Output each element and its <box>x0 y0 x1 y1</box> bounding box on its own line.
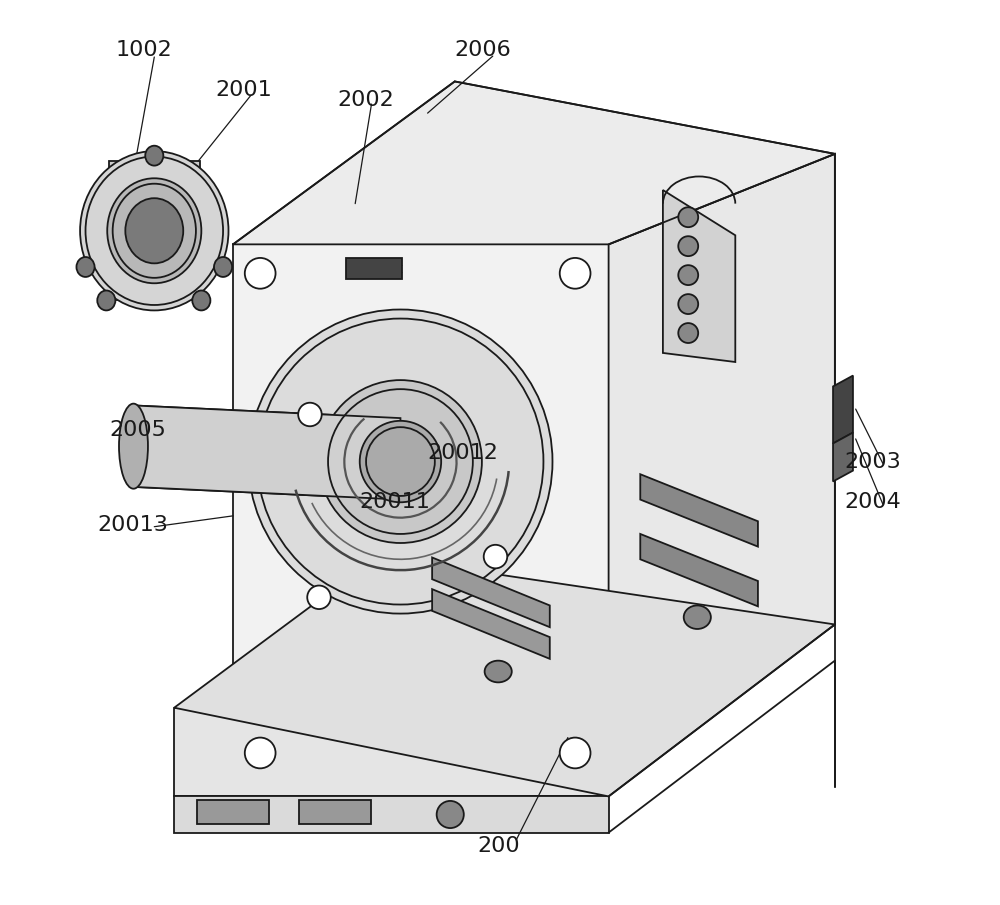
Polygon shape <box>640 474 758 547</box>
Polygon shape <box>197 800 269 824</box>
Ellipse shape <box>107 178 201 283</box>
Ellipse shape <box>307 586 331 609</box>
Text: 2001: 2001 <box>215 81 272 100</box>
Ellipse shape <box>214 257 232 277</box>
Ellipse shape <box>484 545 507 568</box>
Text: 20012: 20012 <box>428 443 498 462</box>
Ellipse shape <box>245 258 276 289</box>
Polygon shape <box>299 800 371 824</box>
Polygon shape <box>432 557 550 627</box>
Ellipse shape <box>678 265 698 285</box>
Ellipse shape <box>76 257 95 277</box>
Ellipse shape <box>560 258 590 289</box>
Polygon shape <box>174 708 609 796</box>
Text: 200: 200 <box>477 836 520 856</box>
Text: 2002: 2002 <box>337 90 394 110</box>
Ellipse shape <box>360 421 441 502</box>
Ellipse shape <box>678 294 698 314</box>
Ellipse shape <box>678 323 698 343</box>
Ellipse shape <box>678 207 698 227</box>
Polygon shape <box>109 161 200 300</box>
Ellipse shape <box>560 738 590 768</box>
Polygon shape <box>233 244 609 787</box>
Polygon shape <box>133 405 400 500</box>
Ellipse shape <box>319 380 482 543</box>
Ellipse shape <box>248 310 552 614</box>
Ellipse shape <box>80 151 228 310</box>
Ellipse shape <box>125 198 183 263</box>
Text: 2006: 2006 <box>455 40 512 60</box>
Text: 2005: 2005 <box>109 420 166 440</box>
Polygon shape <box>346 258 402 279</box>
Polygon shape <box>233 81 835 244</box>
Ellipse shape <box>97 291 115 310</box>
Text: 2004: 2004 <box>844 492 901 512</box>
Polygon shape <box>640 534 758 606</box>
Ellipse shape <box>437 801 464 828</box>
Polygon shape <box>663 190 735 362</box>
Ellipse shape <box>298 403 322 426</box>
Polygon shape <box>432 589 550 659</box>
Ellipse shape <box>245 738 276 768</box>
Ellipse shape <box>485 661 512 682</box>
Text: 20013: 20013 <box>97 515 168 535</box>
Polygon shape <box>833 376 853 443</box>
Ellipse shape <box>684 605 711 629</box>
Text: 1002: 1002 <box>115 40 172 60</box>
Polygon shape <box>833 433 853 481</box>
Ellipse shape <box>678 236 698 256</box>
Polygon shape <box>174 796 609 833</box>
Text: 20011: 20011 <box>360 492 431 512</box>
Ellipse shape <box>145 146 163 166</box>
Ellipse shape <box>192 291 210 310</box>
Polygon shape <box>174 557 835 796</box>
Ellipse shape <box>119 404 148 489</box>
Text: 2003: 2003 <box>844 452 901 472</box>
Polygon shape <box>609 154 835 787</box>
